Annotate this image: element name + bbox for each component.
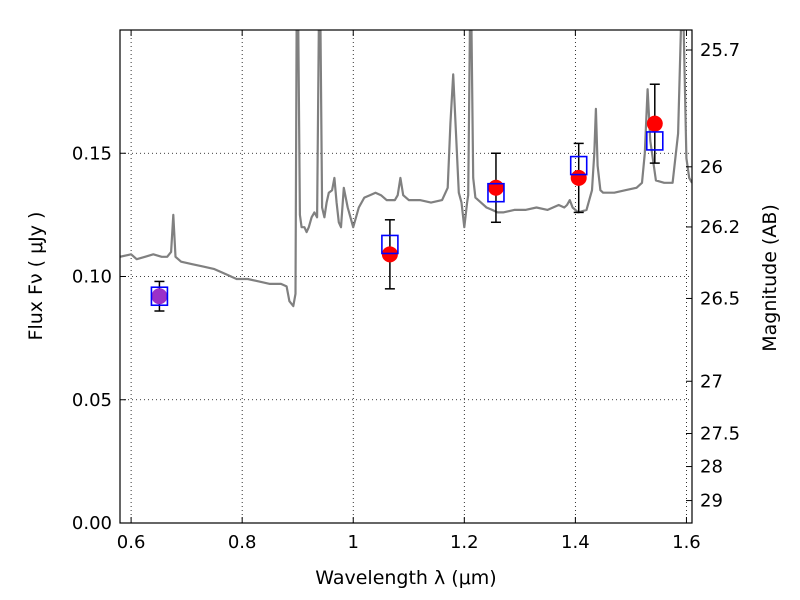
y-tick-label: 0.15 [72, 143, 112, 164]
magnitude-tick-label: 26 [700, 157, 723, 178]
magnitude-tick-label: 27 [700, 371, 723, 392]
model-photometry-point [150, 286, 169, 307]
y-axis: 0.00 0.05 0.10 0.15 [72, 143, 126, 534]
x-tick-label: 1 [348, 532, 359, 553]
x-tick-label: 0.8 [228, 532, 257, 553]
x-tick-label: 1.4 [561, 532, 590, 553]
x-axis-label: Wavelength λ (μm) [315, 567, 496, 589]
magnitude-axis-label: Magnitude (AB) [759, 204, 781, 352]
model-photometry-point [487, 182, 505, 203]
model-photometry-point [381, 234, 399, 255]
y-tick-label: 0.05 [72, 390, 112, 411]
x-tick-label: 1.2 [450, 532, 479, 553]
magnitude-tick-label: 26.2 [700, 217, 740, 238]
observed-point [646, 115, 663, 132]
magnitude-tick-label: 26.5 [700, 288, 740, 309]
data-marks [150, 83, 664, 312]
magnitude-tick-label: 27.5 [700, 424, 740, 445]
model-photometry-point [645, 131, 664, 151]
magnitude-tick-label: 28 [700, 457, 723, 478]
y-tick-label: 0.10 [72, 267, 112, 288]
observed-point [381, 246, 398, 263]
y-tick-label: 0.00 [72, 513, 112, 534]
model-photometry-point [569, 155, 588, 176]
observed-point [151, 288, 168, 305]
magnitude-tick-label: 29 [700, 491, 723, 512]
x-tick-label: 0.6 [117, 532, 146, 553]
spectrum-layer [120, 30, 692, 308]
observed-point [487, 179, 504, 196]
magnitude-axis: 25.7 26 26.2 26.5 27 27.5 28 29 [686, 40, 740, 512]
magnitude-tick-label: 25.7 [700, 40, 740, 61]
x-tick-label: 1.6 [672, 532, 701, 553]
observed-point [570, 169, 587, 186]
x-axis: 0.6 0.8 1 1.2 1.4 1.6 [117, 30, 701, 553]
model-spectrum-line [120, 30, 692, 308]
y-axis-label: Flux Fν ( μJy ) [25, 212, 47, 341]
